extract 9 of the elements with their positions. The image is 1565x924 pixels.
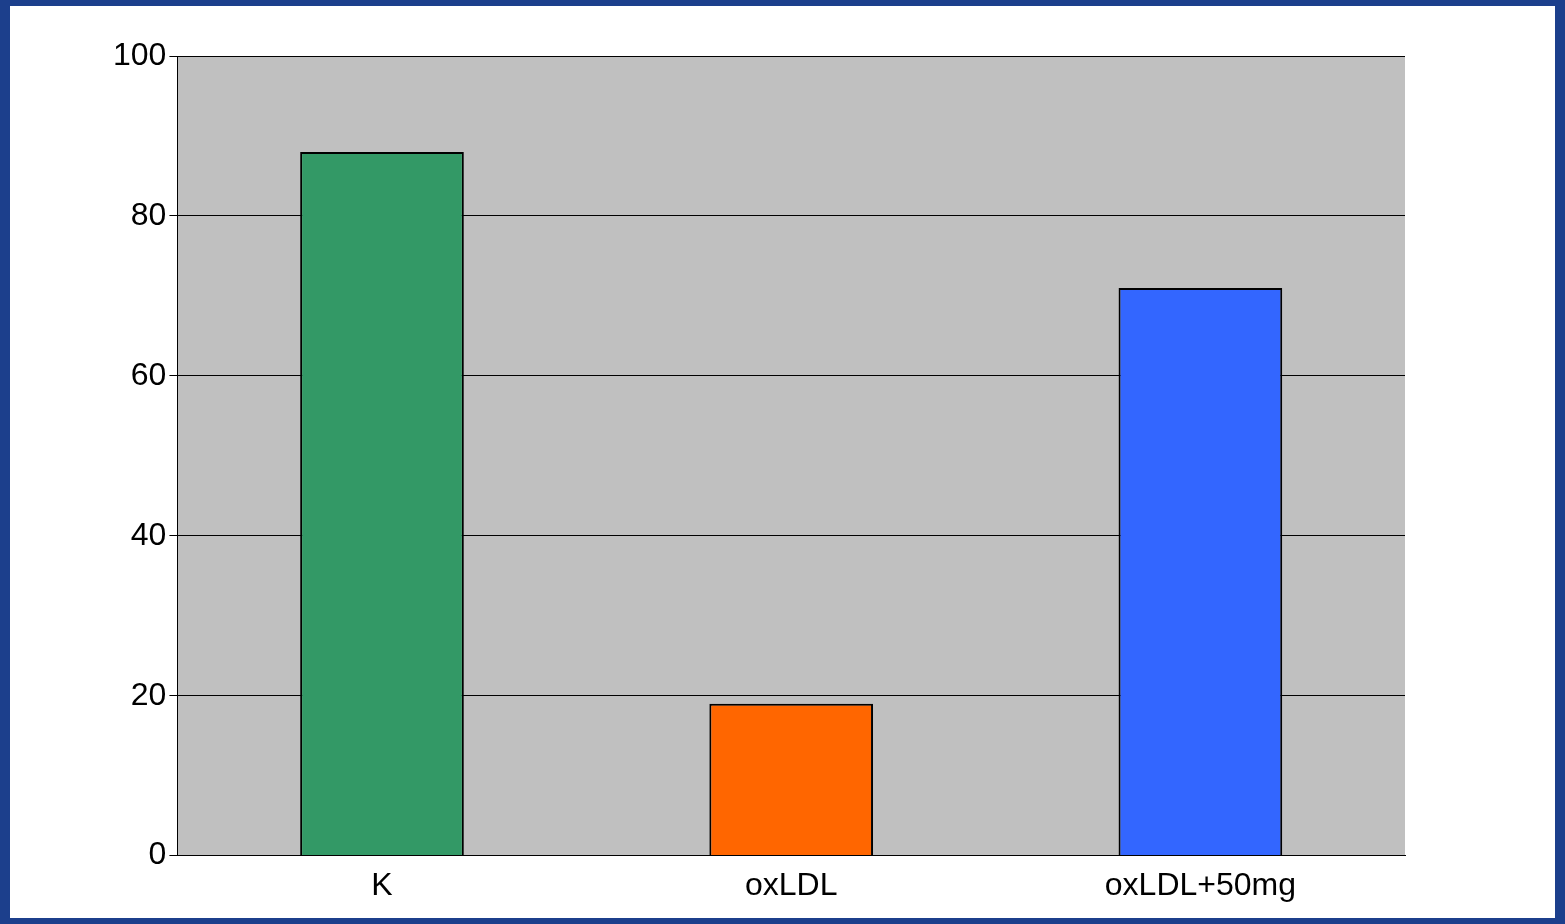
y-tick-label: 100	[113, 35, 167, 72]
y-tick-label: 40	[130, 515, 167, 552]
x-tick-label: oxLDL+50mg	[1104, 865, 1297, 902]
y-tick-label: 0	[148, 835, 167, 872]
x-tick-label: K	[371, 865, 393, 902]
x-tick-label: oxLDL	[744, 865, 838, 902]
y-tick-label: 20	[130, 675, 167, 712]
y-tick-label: 80	[130, 195, 167, 232]
y-tick-label: 60	[130, 355, 167, 392]
